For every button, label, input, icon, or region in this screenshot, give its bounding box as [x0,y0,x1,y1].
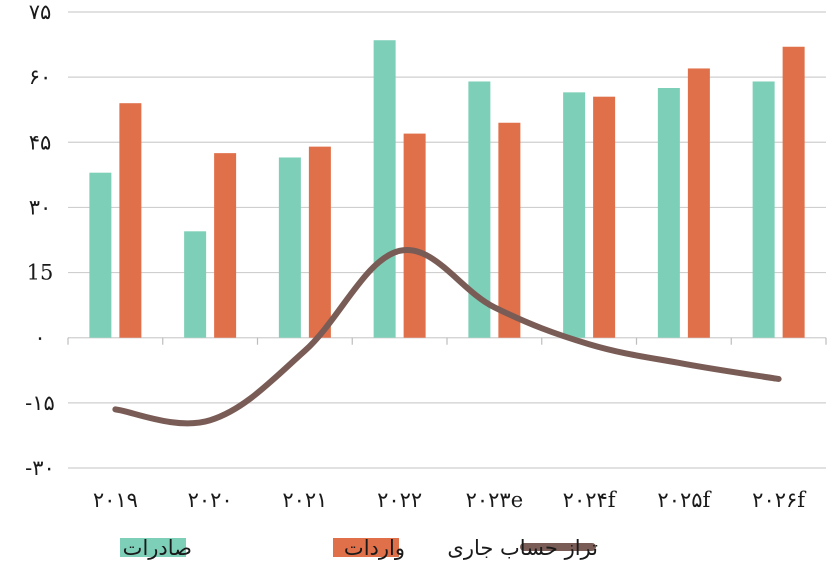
x-tick-label: ۲۰۲۰ [188,488,233,512]
bar-imports [403,133,426,338]
x-tick-label: ۲۰۲۵f [657,488,712,512]
legend-label-imports: واردات [344,536,405,560]
x-axis-ticks: ۲۰۱۹ ۲۰۲۰ ۲۰۲۱ ۲۰۲۲ ۲۰۲۳e ۲۰۲۴f ۲۰۲۵f ۲۰۲۶f [67,337,827,512]
y-tick-label: ۷۵ [29,0,52,24]
bar-exports [278,157,301,338]
x-tick-label: ۲۰۲۲ [377,488,422,512]
y-tick-label: -۳۰ [25,456,55,480]
bar-exports [89,172,112,338]
x-tick-label: ۲۰۲۳e [466,488,524,512]
y-axis-ticks: -۳۰ -۱۵ ۰ 15 ۳۰ ۴۵ ۶۰ ۷۵ [25,0,55,480]
y-tick-label: 15 [27,261,54,285]
x-tick-label: ۲۰۲۱ [282,488,327,512]
bar-exports [563,92,586,338]
bar-exports [184,231,207,338]
y-tick-label: -۱۵ [25,391,55,415]
y-tick-label: ۶۰ [29,65,52,89]
bar-imports [308,146,331,338]
x-tick-label: ۲۰۱۹ [93,488,138,512]
bar-exports [468,81,491,338]
legend-label-current-account: تراز حساب جاری [447,536,598,560]
bar-imports [593,96,616,338]
y-tick-label: ۴۵ [29,130,52,154]
bars [89,40,805,338]
gridlines [68,11,826,469]
legend-swatch-imports [333,538,399,557]
bar-exports [657,88,680,338]
y-tick-label: ۰ [34,326,45,350]
bar-exports [752,81,775,338]
line-series [112,247,782,427]
bar-imports [498,122,521,338]
x-tick-label: ۲۰۲۶f [752,488,807,512]
bar-exports [373,40,396,338]
bar-imports [214,153,237,338]
bar-imports [119,103,142,338]
bar-imports [687,68,710,338]
bar-imports [782,46,805,338]
legend: صادرات واردات تراز حساب جاری [120,536,598,560]
legend-label-exports: صادرات [123,536,192,560]
y-tick-label: ۳۰ [29,195,52,219]
x-tick-label: ۲۰۲۴f [563,488,618,512]
line-current-account [112,247,782,427]
legend-swatch-exports [120,538,186,557]
